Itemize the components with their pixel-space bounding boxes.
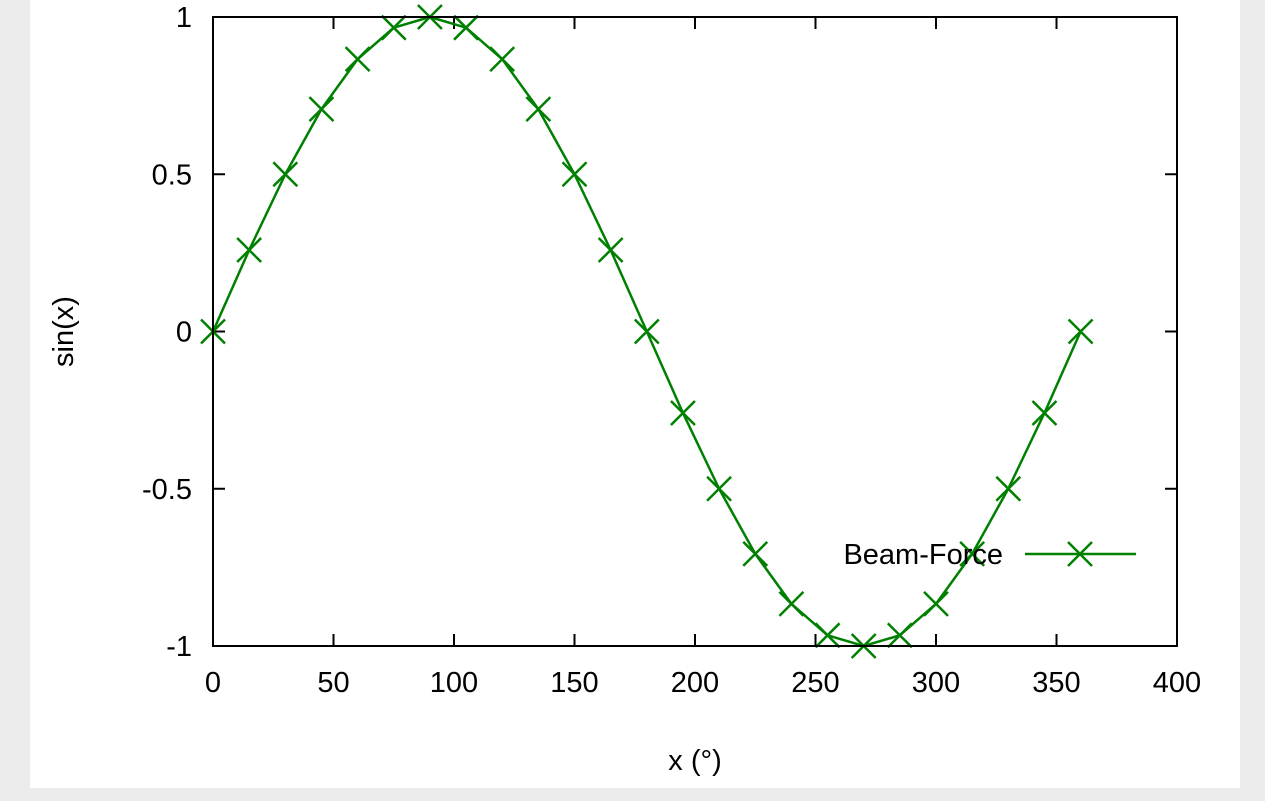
- y-tick-labels: -1 -0.5 0 0.5 1: [142, 2, 192, 663]
- series-layer: [200, 4, 1094, 659]
- data-point-marker: [742, 540, 769, 567]
- data-point-marker: [453, 14, 479, 41]
- plot-frame: [212, 16, 1178, 647]
- data-point-marker: [308, 96, 335, 123]
- data-point-marker: [814, 622, 841, 649]
- data-point-marker: [995, 475, 1022, 502]
- y-tick-label: -0.5: [142, 474, 192, 506]
- data-point-marker: [1031, 400, 1058, 426]
- data-point-marker: [525, 96, 552, 123]
- data-point-marker: [489, 46, 516, 73]
- y-tick-label: 0: [176, 317, 192, 349]
- legend-x-marker: [1067, 541, 1093, 567]
- data-point-marker: [633, 318, 660, 345]
- data-point-marker: [923, 590, 949, 617]
- legend-label: Beam-Force: [843, 539, 1003, 571]
- x-tick-label: 350: [1032, 667, 1080, 699]
- data-point-marker: [959, 540, 986, 567]
- tick-marks: [212, 16, 1178, 647]
- legend: Beam-Force: [843, 539, 1136, 571]
- data-point-marker: [886, 622, 913, 649]
- data-point-marker: [236, 237, 263, 263]
- y-tick-label: 0.5: [152, 159, 192, 191]
- data-point-marker: [380, 14, 407, 41]
- data-point-marker: [597, 237, 624, 263]
- y-tick-label: 1: [176, 2, 192, 34]
- x-tick-label: 250: [791, 667, 839, 699]
- x-tick-label: 0: [205, 667, 221, 699]
- x-tick-label: 100: [430, 667, 478, 699]
- y-axis-title: sin(x): [48, 296, 80, 367]
- data-point-marker: [272, 161, 299, 188]
- y-tick-label: -1: [166, 631, 192, 663]
- data-point-marker: [344, 46, 371, 73]
- x-tick-label: 150: [550, 667, 598, 699]
- x-tick-label: 50: [317, 667, 349, 699]
- data-point-marker: [778, 590, 805, 617]
- x-tick-label: 200: [671, 667, 719, 699]
- x-tick-label: 400: [1153, 667, 1201, 699]
- data-point-marker: [706, 475, 732, 502]
- x-axis-title: x (°): [668, 745, 721, 777]
- data-point-marker: [670, 400, 696, 426]
- x-tick-labels: 0 50 100 150 200 250 300 350 400: [205, 667, 1201, 699]
- plot-panel: [30, 0, 1240, 788]
- data-point-marker: [1067, 318, 1094, 345]
- legend-marker: [1067, 541, 1093, 567]
- data-point-marker: [561, 161, 588, 188]
- x-tick-label: 300: [912, 667, 960, 699]
